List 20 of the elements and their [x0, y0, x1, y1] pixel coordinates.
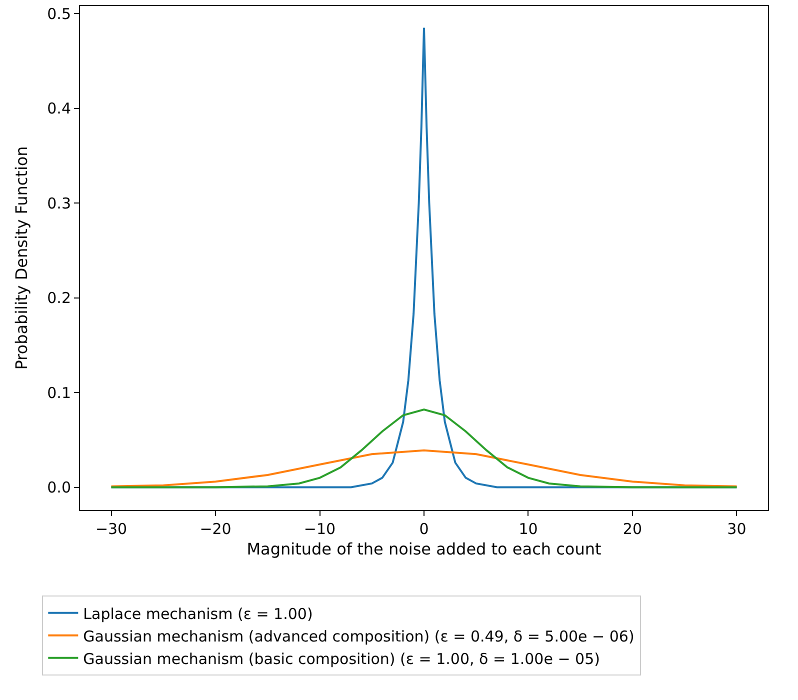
y-tick-label: 0.5: [47, 4, 71, 23]
y-tick-label: 0.4: [47, 100, 71, 118]
legend-label: Gaussian mechanism (advanced composition) (ε = 0.49, δ = 5.00e − 06): [83, 627, 634, 646]
legend-label: Laplace mechanism (ε = 1.00): [83, 604, 313, 623]
y-tick-label: 0.0: [47, 478, 71, 497]
x-tick-label: −10: [304, 520, 336, 538]
legend-label: Gaussian mechanism (basic composition) (ε = 1.00, δ = 1.00e − 05): [83, 650, 600, 668]
y-tick-label: 0.1: [47, 384, 71, 402]
x-tick-label: −30: [95, 520, 128, 538]
x-tick-label: 10: [518, 520, 538, 538]
x-tick-label: 20: [622, 520, 642, 538]
x-tick-label: 0: [419, 520, 429, 538]
y-tick-label: 0.2: [47, 289, 71, 308]
x-tick-label: 30: [727, 520, 746, 538]
line-series: [110, 408, 738, 488]
x-tick-label: −20: [200, 520, 232, 538]
y-axis-title: Probability Density Function: [12, 146, 32, 370]
line-series: [110, 449, 738, 488]
x-axis-title: Magnitude of the noise added to each count: [246, 540, 602, 559]
y-tick-label: 0.3: [47, 194, 71, 212]
